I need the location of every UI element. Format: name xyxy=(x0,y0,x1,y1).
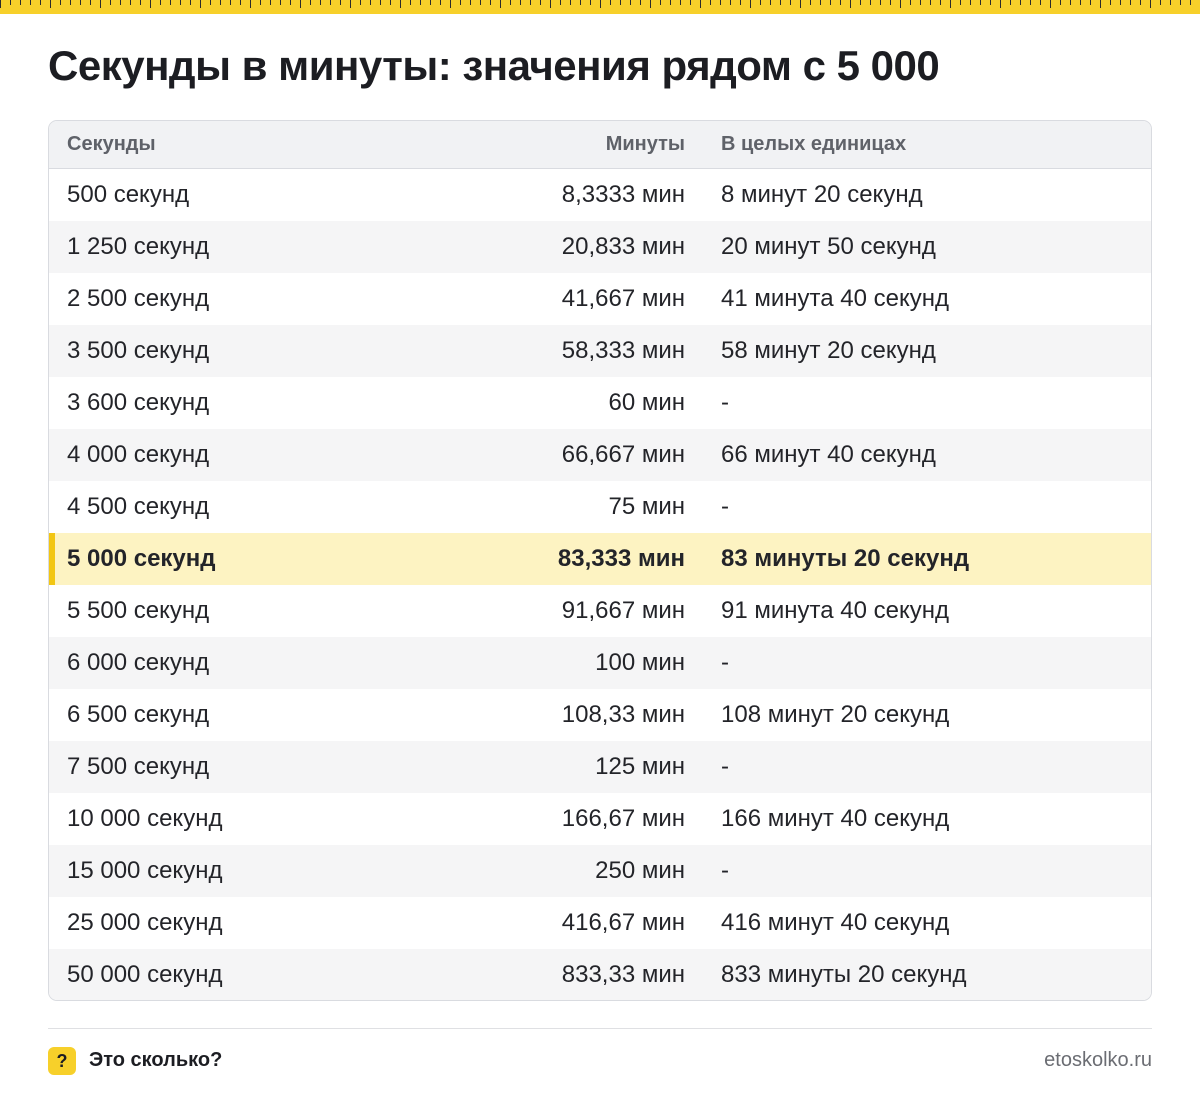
table-body: 500 секунд 8,3333 мин 8 минут 20 секунд 1 2… xyxy=(49,169,1151,1000)
cell-minutes: 91,667 мин xyxy=(561,597,685,624)
cell-seconds: 500 секунд xyxy=(67,181,190,208)
cell-minutes: 108,33 мин xyxy=(561,701,685,728)
cell-seconds: 15 000 секунд xyxy=(67,857,223,884)
cell-minutes: 125 мин xyxy=(595,753,685,780)
cell-seconds: 50 000 секунд xyxy=(67,961,223,988)
table-row: 4 000 секунд 66,667 мин 66 минут 40 секунд xyxy=(49,429,1151,481)
cell-seconds: 7 500 секунд xyxy=(67,753,210,780)
cell-seconds: 6 000 секунд xyxy=(67,649,210,676)
brand-name: Это сколько? xyxy=(89,1049,223,1071)
cell-seconds: 10 000 секунд xyxy=(67,805,223,832)
cell-minutes: 75 мин xyxy=(608,493,685,520)
table-row: 6 000 секунд 100 мин - xyxy=(49,637,1151,689)
table-row: 3 500 секунд 58,333 мин 58 минут 20 секунд xyxy=(49,325,1151,377)
cell-minutes: 83,333 мин xyxy=(557,545,685,572)
table-row: 7 500 секунд 125 мин - xyxy=(49,741,1151,793)
cell-whole-units: 41 минута 40 секунд xyxy=(721,285,949,312)
footer-divider xyxy=(48,1028,1152,1029)
table-row: 2 500 секунд 41,667 мин 41 минута 40 секун… xyxy=(49,273,1151,325)
cell-seconds: 5 000 секунд xyxy=(67,545,216,572)
table-row: 1 250 секунд 20,833 мин 20 минут 50 секунд xyxy=(49,221,1151,273)
table-row: 15 000 секунд 250 мин - xyxy=(49,845,1151,897)
cell-seconds: 6 500 секунд xyxy=(67,701,210,728)
cell-seconds: 5 500 секунд xyxy=(67,597,210,624)
table-row: 4 500 секунд 75 мин - xyxy=(49,481,1151,533)
question-badge-icon: ? xyxy=(48,1047,76,1075)
cell-whole-units: - xyxy=(721,389,729,416)
cell-minutes: 8,3333 мин xyxy=(561,181,685,208)
cell-whole-units: 20 минут 50 секунд xyxy=(721,233,936,260)
cell-whole-units: 108 минут 20 секунд xyxy=(721,701,950,728)
highlight-accent-bar xyxy=(49,533,55,585)
cell-whole-units: 166 минут 40 секунд xyxy=(721,805,950,832)
cell-minutes: 66,667 мин xyxy=(561,441,685,468)
cell-whole-units: 91 минута 40 секунд xyxy=(721,597,949,624)
table-row: 50 000 секунд 833,33 мин 833 минуты 20 сек… xyxy=(49,949,1151,1000)
table-row: 6 500 секунд 108,33 мин 108 минут 20 секун… xyxy=(49,689,1151,741)
cell-minutes: 60 мин xyxy=(608,389,685,416)
table-row: 10 000 секунд 166,67 мин 166 минут 40 секу… xyxy=(49,793,1151,845)
cell-minutes: 41,667 мин xyxy=(561,285,685,312)
cell-seconds: 2 500 секунд xyxy=(67,285,210,312)
cell-seconds: 1 250 секунд xyxy=(67,233,210,260)
cell-minutes: 166,67 мин xyxy=(561,805,685,832)
cell-minutes: 250 мин xyxy=(595,857,685,884)
table-row: 5 500 секунд 91,667 мин 91 минута 40 секун… xyxy=(49,585,1151,637)
cell-minutes: 20,833 мин xyxy=(561,233,685,260)
cell-seconds: 3 500 секунд xyxy=(67,337,210,364)
table-header: Секунды Минуты В целых единицах xyxy=(49,121,1151,169)
ruler-top-border xyxy=(0,0,1200,14)
cell-whole-units: 58 минут 20 секунд xyxy=(721,337,936,364)
header-whole-units: В целых единицах xyxy=(721,133,907,155)
cell-minutes: 100 мин xyxy=(595,649,685,676)
cell-seconds: 4 000 секунд xyxy=(67,441,210,468)
cell-whole-units: 8 минут 20 секунд xyxy=(721,181,923,208)
cell-seconds: 25 000 секунд xyxy=(67,909,223,936)
table-row: 3 600 секунд 60 мин - xyxy=(49,377,1151,429)
cell-minutes: 833,33 мин xyxy=(561,961,685,988)
header-seconds: Секунды xyxy=(67,133,156,155)
cell-whole-units: 833 минуты 20 секунд xyxy=(721,961,967,988)
cell-whole-units: - xyxy=(721,753,729,780)
header-minutes: Минуты xyxy=(605,133,685,155)
site-domain[interactable]: etoskolko.ru xyxy=(1044,1049,1152,1071)
cell-minutes: 416,67 мин xyxy=(561,909,685,936)
table-row-highlighted: 5 000 секунд 83,333 мин 83 минуты 20 секун… xyxy=(49,533,1151,585)
cell-whole-units: - xyxy=(721,649,729,676)
cell-whole-units: 66 минут 40 секунд xyxy=(721,441,936,468)
cell-seconds: 3 600 секунд xyxy=(67,389,210,416)
cell-whole-units: - xyxy=(721,857,729,884)
conversion-table: Секунды Минуты В целых единицах 500 секу… xyxy=(48,120,1152,1001)
cell-whole-units: 416 минут 40 секунд xyxy=(721,909,950,936)
cell-seconds: 4 500 секунд xyxy=(67,493,210,520)
table-row: 500 секунд 8,3333 мин 8 минут 20 секунд xyxy=(49,169,1151,221)
cell-minutes: 58,333 мин xyxy=(561,337,685,364)
cell-whole-units: - xyxy=(721,493,729,520)
table-row: 25 000 секунд 416,67 мин 416 минут 40 секу… xyxy=(49,897,1151,949)
cell-whole-units: 83 минуты 20 секунд xyxy=(721,545,970,572)
page-title: Секунды в минуты: значения рядом с 5 000 xyxy=(48,42,940,89)
